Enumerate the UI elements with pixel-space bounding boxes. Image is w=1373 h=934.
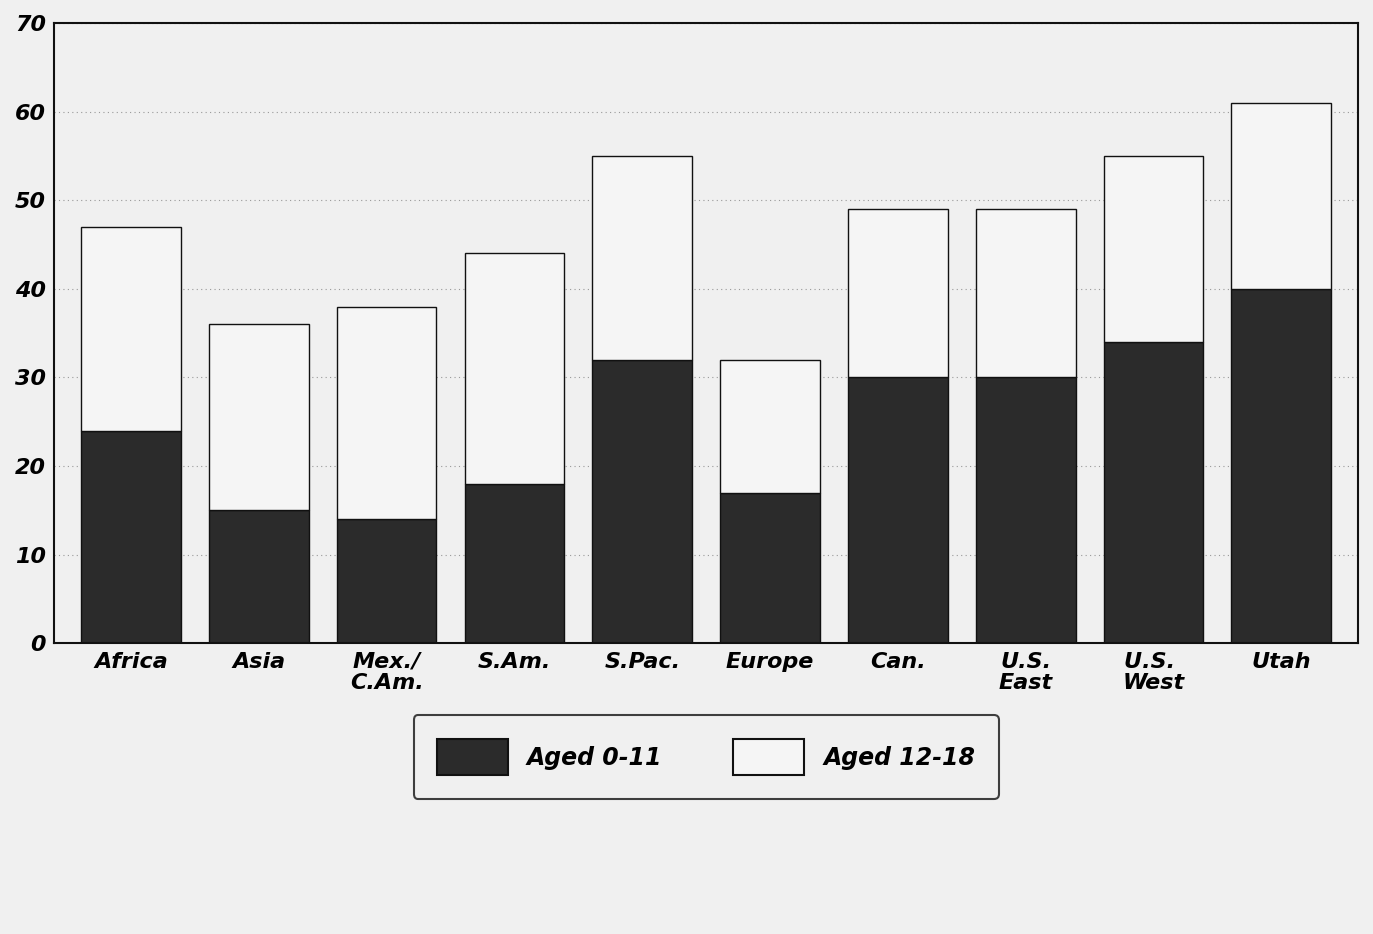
Legend: Aged 0-11, Aged 12-18: Aged 0-11, Aged 12-18 — [413, 715, 998, 799]
Bar — [81, 431, 181, 644]
Bar — [976, 209, 1075, 377]
Bar — [592, 156, 692, 360]
Bar — [721, 492, 820, 644]
Bar — [336, 519, 437, 644]
Bar — [464, 484, 564, 644]
Bar — [81, 227, 181, 431]
Bar — [721, 360, 820, 492]
Bar — [336, 306, 437, 519]
Bar — [1104, 156, 1203, 342]
Bar — [976, 377, 1075, 644]
Bar — [1104, 342, 1203, 644]
Bar — [592, 360, 692, 644]
Bar — [209, 324, 309, 510]
Bar — [1232, 289, 1332, 644]
Bar — [849, 377, 947, 644]
Bar — [1232, 103, 1332, 289]
Bar — [209, 510, 309, 644]
Bar — [464, 253, 564, 484]
Bar — [849, 209, 947, 377]
